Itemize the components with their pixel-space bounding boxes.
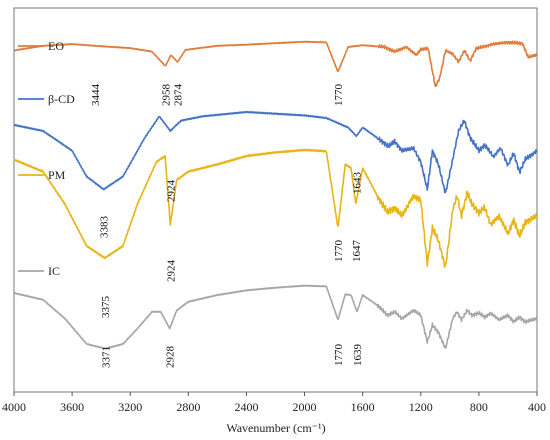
series-line: [13, 110, 538, 194]
peak-label: 1770: [333, 84, 345, 107]
peak-label: 2924: [165, 179, 177, 202]
legend-layer: EO β-CD PM IC: [18, 39, 75, 278]
peak-label: 2874: [173, 84, 185, 107]
peak-label: 1770: [333, 240, 345, 263]
legend-label: PM: [48, 168, 66, 182]
x-tick-label: 2000: [293, 400, 317, 414]
legend-label: β-CD: [48, 92, 75, 106]
peak-label: 3444: [90, 84, 102, 107]
peak-labels-layer: 3444 2958 2874 1770 3383 2924 1643 3375 2924 1770…: [90, 84, 364, 369]
legend-label: IC: [48, 264, 60, 278]
x-tick-label: 400: [528, 400, 546, 414]
x-axis-title: Wavenumber (cm⁻¹): [226, 421, 325, 435]
peak-label: 2924: [165, 259, 177, 282]
legend-label: EO: [48, 39, 64, 53]
x-tick-label: 2800: [176, 400, 200, 414]
peak-label: 1639: [352, 343, 364, 366]
peak-label: 3383: [99, 215, 111, 237]
peak-label: 3371: [100, 346, 112, 368]
x-tick-label: 2400: [234, 400, 258, 414]
plot-frame: [13, 7, 538, 393]
peak-label: 3375: [100, 296, 112, 319]
series-line: [13, 148, 538, 268]
x-tick-label: 1600: [351, 400, 375, 414]
x-ticks-layer: 4000 3600 3200 2800 2400 2000 1600 1200 800 400: [2, 392, 546, 414]
peak-label: 2958: [160, 84, 172, 107]
x-tick-label: 3200: [118, 400, 142, 414]
peak-label: 1647: [351, 239, 363, 262]
x-tick-label: 4000: [2, 400, 26, 414]
x-tick-label: 3600: [60, 400, 84, 414]
plot-border: [13, 7, 538, 393]
series-line: [13, 40, 538, 87]
x-tick-label: 800: [470, 400, 488, 414]
x-tick-label: 1200: [409, 400, 433, 414]
series-layer: [13, 40, 538, 350]
peak-label: 1643: [351, 171, 363, 194]
peak-label: 2928: [165, 345, 177, 368]
peak-label: 1770: [333, 344, 345, 367]
series-line: [13, 284, 538, 350]
